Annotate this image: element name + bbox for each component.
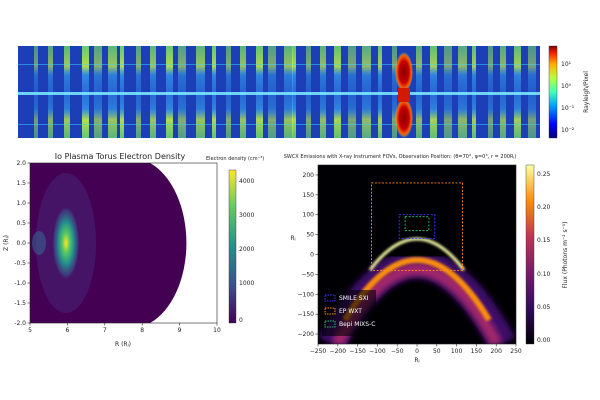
swcx-x-tick-label: 150 bbox=[471, 348, 483, 355]
swcx-y-tick-label: −200 bbox=[298, 331, 315, 338]
spectrogram-io-peak-lower bbox=[395, 98, 413, 138]
density-x-tick-label: 7 bbox=[103, 327, 107, 334]
density-torus bbox=[52, 205, 80, 281]
swcx-colorbar-tick: 0.05 bbox=[537, 304, 551, 311]
top-spectrogram-panel: 10¹ 10⁰ 10⁻¹ 10⁻² Rayleigh/Pixel bbox=[18, 45, 590, 139]
swcx-y-tick-label: −100 bbox=[298, 291, 315, 298]
density-y-tick-label: -0.5 bbox=[14, 260, 26, 267]
swcx-x-tick-label: 100 bbox=[451, 348, 463, 355]
swcx-x-tick-label: −200 bbox=[330, 348, 347, 355]
swcx-x-ticks: −250 −200 −150 −100 −50 0 50 100 150 200 250 bbox=[310, 344, 522, 355]
spectrogram-lower-line bbox=[18, 124, 540, 125]
spectrogram-center-line bbox=[18, 92, 540, 95]
density-inner-blob bbox=[32, 231, 46, 255]
swcx-x-tick-label: −250 bbox=[310, 348, 327, 355]
swcx-x-tick-label: 200 bbox=[490, 348, 502, 355]
legend-background bbox=[322, 290, 376, 336]
density-y-tick-label: 1.5 bbox=[16, 180, 26, 187]
swcx-colorbar-tick: 0.15 bbox=[537, 237, 551, 244]
density-y-tick-label: -1.0 bbox=[14, 280, 26, 287]
swcx-panel: SWCX Emissions with X-ray Instrument FOV… bbox=[284, 154, 569, 364]
density-xlabel: R (Rⱼ) bbox=[115, 341, 131, 348]
density-y-tick-label: -1.5 bbox=[14, 300, 26, 307]
density-x-ticks: 5 6 7 8 9 10 bbox=[28, 323, 221, 334]
swcx-title: SWCX Emissions with X-ray Instrument FOV… bbox=[284, 154, 517, 160]
density-y-ticks: 2.0 1.5 1.0 0.5 0.0 -0.5 -1.0 -1.5 -2.0 bbox=[14, 160, 30, 327]
density-panel: Io Plasma Torus Electron Density 2.0 1.5 1… bbox=[3, 152, 264, 348]
swcx-colorbar-label: Flux (Photons m⁻² s⁻¹) bbox=[562, 221, 569, 288]
legend-label-bepi: Bepi MIXS-C bbox=[339, 321, 375, 328]
legend-swatch-bepi bbox=[324, 320, 336, 328]
density-x-tick-label: 6 bbox=[65, 327, 69, 334]
swcx-x-tick-label: 250 bbox=[510, 348, 522, 355]
swcx-x-tick-label: −150 bbox=[349, 348, 366, 355]
density-colorbar bbox=[228, 169, 237, 324]
fov-box-smile-sxi bbox=[398, 214, 436, 240]
swcx-y-tick-label: 50 bbox=[306, 232, 314, 239]
swcx-fov-boxes bbox=[371, 182, 463, 271]
density-y-tick-label: -2.0 bbox=[14, 320, 26, 327]
density-title: Io Plasma Torus Electron Density bbox=[55, 152, 186, 161]
colorbar-tick-label: 10¹ bbox=[561, 61, 572, 68]
spectrogram-io-peak-upper bbox=[395, 52, 413, 92]
swcx-y-tick-label: −50 bbox=[301, 271, 314, 278]
legend-swatch-smile bbox=[324, 294, 336, 302]
swcx-x-tick-label: 0 bbox=[415, 348, 419, 355]
legend-label-smile: SMILE SXI bbox=[339, 295, 369, 302]
colorbar-tick-label: 10⁻² bbox=[561, 127, 575, 134]
density-x-tick-label: 8 bbox=[140, 327, 144, 334]
density-colorbar-tick: 3000 bbox=[239, 212, 254, 219]
colorbar-tick-label: 10⁻¹ bbox=[561, 105, 575, 112]
density-colorbar-label: Electron density (cm⁻³) bbox=[206, 156, 264, 162]
swcx-x-tick-label: −100 bbox=[369, 348, 386, 355]
fov-box-ep-wxt bbox=[371, 182, 463, 271]
swcx-y-ticks: 200 150 100 50 0 −50 −100 −150 −200 bbox=[298, 172, 318, 338]
swcx-y-tick-label: −150 bbox=[298, 311, 315, 318]
swcx-colorbar bbox=[525, 164, 535, 345]
colorbar-label: Rayleigh/Pixel bbox=[583, 71, 590, 113]
swcx-legend: SMILE SXI EP WXT Bepi MIXS-C bbox=[322, 290, 376, 336]
swcx-colorbar-tick: 0.25 bbox=[537, 171, 551, 178]
swcx-colorbar-tick: 0.00 bbox=[537, 337, 551, 344]
density-colorbar-tick: 0 bbox=[239, 317, 243, 324]
density-y-tick-label: 1.0 bbox=[16, 200, 26, 207]
swcx-colorbar-tick: 0.20 bbox=[537, 204, 551, 211]
density-x-tick-label: 10 bbox=[213, 327, 221, 334]
swcx-y-tick-label: 100 bbox=[303, 212, 315, 219]
swcx-y-tick-label: 150 bbox=[303, 192, 315, 199]
density-x-tick-label: 9 bbox=[178, 327, 182, 334]
swcx-ylabel: Rⱼ bbox=[290, 235, 295, 242]
density-ylabel: Z (Rⱼ) bbox=[3, 235, 10, 251]
legend-swatch-ep bbox=[324, 307, 336, 315]
swcx-y-tick-label: 0 bbox=[310, 252, 314, 259]
fov-box-bepi-mixs-c bbox=[404, 216, 430, 232]
spectrogram-io-peak-bridge bbox=[398, 88, 410, 102]
swcx-colorbar-tick: 0.10 bbox=[537, 271, 551, 278]
density-y-tick-label: 0.5 bbox=[16, 220, 26, 227]
swcx-xlabel: Rⱼ bbox=[414, 357, 419, 364]
density-colorbar-tick: 2000 bbox=[239, 246, 254, 253]
spectrogram-colorbar bbox=[548, 45, 558, 139]
swcx-x-tick-label: −50 bbox=[391, 348, 404, 355]
density-colorbar-tick: 4000 bbox=[239, 178, 254, 185]
swcx-y-tick-label: 200 bbox=[303, 172, 315, 179]
spectrogram-upper-line bbox=[18, 64, 540, 65]
density-y-tick-label: 0.0 bbox=[16, 240, 26, 247]
colorbar-tick-label: 10⁰ bbox=[561, 83, 572, 90]
swcx-x-tick-label: 50 bbox=[433, 348, 441, 355]
density-y-tick-label: 2.0 bbox=[16, 160, 26, 167]
legend-label-ep: EP WXT bbox=[339, 308, 362, 315]
density-colorbar-tick: 1000 bbox=[239, 280, 254, 287]
density-x-tick-label: 5 bbox=[28, 327, 32, 334]
